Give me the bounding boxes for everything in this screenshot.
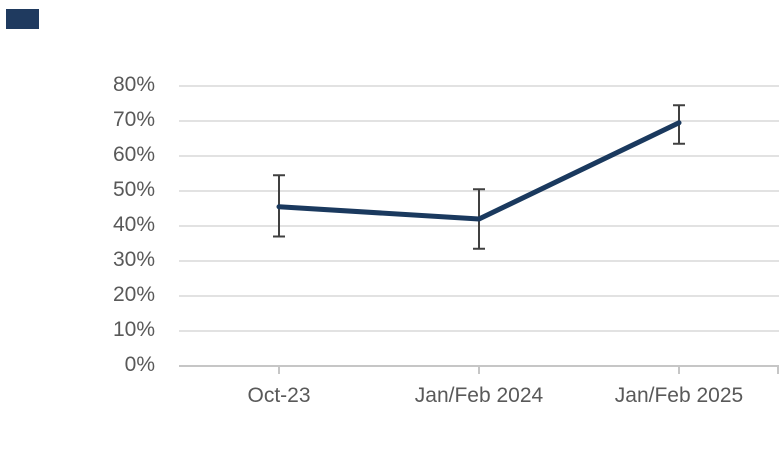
x-axis-category-label: Jan/Feb 2025	[614, 384, 744, 407]
y-axis-tick-label: 70%	[112, 108, 155, 131]
y-axis-tick-label: 30%	[112, 248, 155, 271]
x-axis-category-label: Jan/Feb 2024	[414, 384, 544, 407]
y-axis-tick-label: 20%	[112, 283, 155, 306]
corner-accent-block	[6, 9, 39, 29]
y-axis-tick-label: 0%	[124, 353, 155, 376]
y-axis-tick-label: 60%	[112, 143, 155, 166]
y-axis-tick-label: 80%	[112, 73, 155, 96]
data-series-line	[276, 120, 682, 222]
x-axis-category-label: Oct-23	[247, 384, 311, 407]
y-axis-tick-label: 10%	[112, 318, 155, 341]
y-axis-tick-label: 50%	[112, 178, 155, 201]
y-axis-tick-label: 40%	[112, 213, 155, 236]
